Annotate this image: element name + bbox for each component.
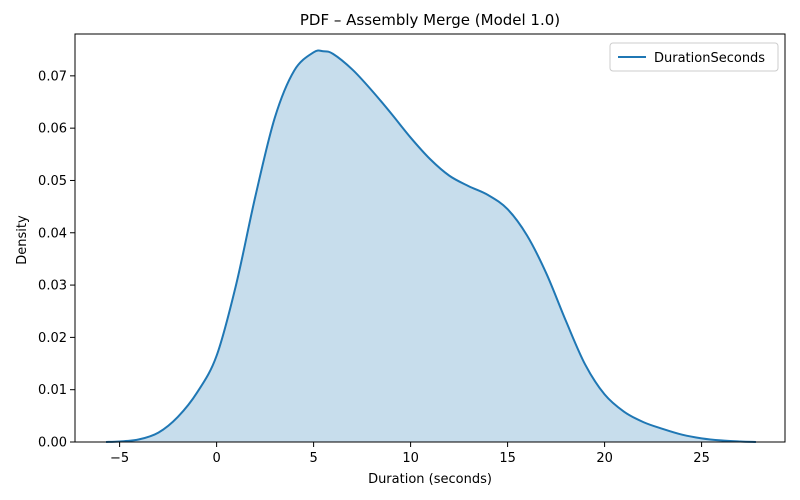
x-axis-label: Duration (seconds) <box>368 472 492 487</box>
y-axis-label: Density <box>15 215 30 265</box>
legend-label: DurationSeconds <box>654 51 765 66</box>
x-tick-label: 10 <box>402 451 419 466</box>
series-0-area-fill <box>106 50 756 442</box>
plot-layer <box>106 49 756 443</box>
x-tick-label: 15 <box>499 451 516 466</box>
y-tick-label: 0.05 <box>38 174 67 189</box>
y-tick-label: 0.00 <box>38 436 67 451</box>
legend-box <box>609 42 779 72</box>
y-tick-label: 0.04 <box>38 226 67 241</box>
y-tick-label: 0.07 <box>38 69 67 84</box>
x-tick-label: 25 <box>693 451 710 466</box>
y-tick-label: 0.01 <box>38 383 67 398</box>
axes-layer: −5 0 5 10 15 20 25 0.00 0.01 0.02 0.03 0.04 0.05 0.06… <box>38 33 786 466</box>
axes-frame <box>74 33 786 443</box>
chart-title: PDF – Assembly Merge (Model 1.0) <box>300 11 560 29</box>
series-0-density-line <box>106 49 756 443</box>
legend: DurationSeconds <box>609 42 779 72</box>
x-tick-label: 20 <box>596 451 613 466</box>
x-tick-label: 5 <box>309 451 317 466</box>
y-tick-label: 0.06 <box>38 122 67 137</box>
y-tick-label: 0.03 <box>38 279 67 294</box>
x-tick-label: −5 <box>110 451 129 466</box>
x-tick-label: 0 <box>212 451 220 466</box>
y-tick-label: 0.02 <box>38 331 67 346</box>
